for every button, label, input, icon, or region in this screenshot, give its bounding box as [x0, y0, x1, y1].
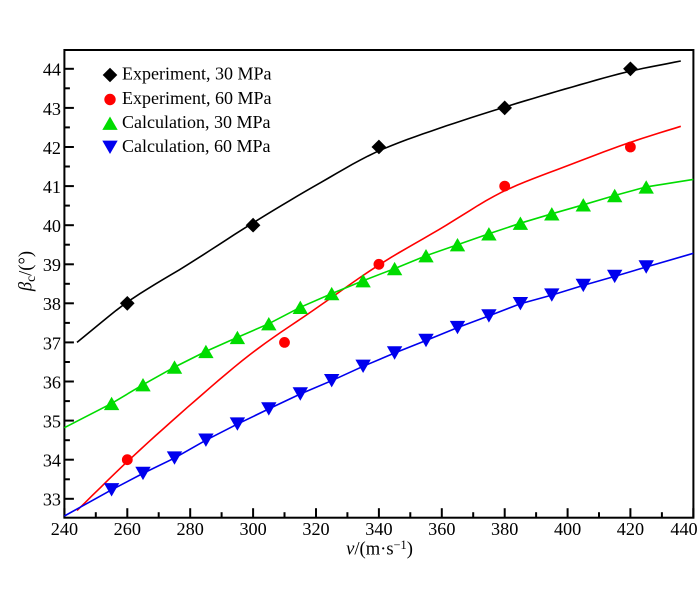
svg-text:360: 360: [428, 519, 455, 539]
svg-text:240: 240: [51, 519, 78, 539]
svg-text:41: 41: [43, 177, 61, 197]
svg-text:400: 400: [554, 519, 581, 539]
svg-text:440: 440: [670, 519, 697, 539]
svg-text:42: 42: [43, 138, 61, 158]
svg-text:340: 340: [365, 519, 392, 539]
svg-text:40: 40: [43, 216, 61, 236]
svg-text:38: 38: [43, 294, 61, 314]
svg-text:420: 420: [617, 519, 644, 539]
svg-text:300: 300: [239, 519, 266, 539]
svg-text:39: 39: [43, 255, 61, 275]
svg-text:Calculation, 30 MPa: Calculation, 30 MPa: [122, 112, 270, 132]
svg-text:Experiment, 30 MPa: Experiment, 30 MPa: [122, 64, 271, 84]
svg-text:37: 37: [43, 333, 61, 353]
svg-text:260: 260: [114, 519, 141, 539]
svg-text:βc/(°): βc/(°): [16, 251, 39, 292]
svg-text:36: 36: [43, 372, 61, 392]
svg-text:34: 34: [43, 451, 61, 471]
svg-text:380: 380: [491, 519, 518, 539]
svg-text:320: 320: [302, 519, 329, 539]
svg-text:43: 43: [43, 99, 61, 119]
svg-text:280: 280: [177, 519, 204, 539]
svg-text:35: 35: [43, 412, 61, 432]
svg-text:44: 44: [43, 60, 61, 80]
svg-text:33: 33: [43, 490, 61, 510]
svg-text:Calculation, 60 MPa: Calculation, 60 MPa: [122, 136, 270, 156]
svg-text:Experiment, 60 MPa: Experiment, 60 MPa: [122, 88, 271, 108]
